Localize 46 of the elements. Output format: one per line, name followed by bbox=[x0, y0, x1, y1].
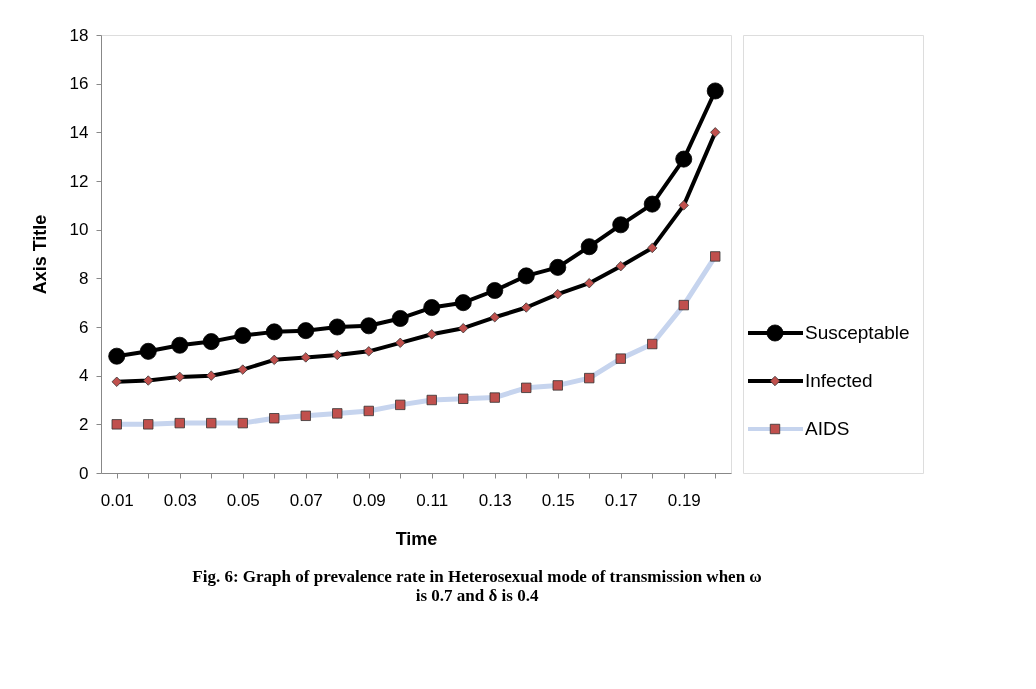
point bbox=[171, 336, 189, 354]
y-tick-label: 14 bbox=[69, 122, 89, 142]
point bbox=[706, 82, 724, 100]
point bbox=[675, 150, 693, 168]
y-tick-label: 12 bbox=[69, 171, 89, 191]
y-tick-label: 16 bbox=[69, 74, 89, 94]
point bbox=[265, 323, 283, 341]
y-tick-label: 4 bbox=[79, 366, 89, 386]
caption: Fig. 6: Graph of prevalence rate in Heterosexual mode of transmission when ω is 0.7 and δ is 0.4 bbox=[192, 566, 762, 605]
y-tick-label: 18 bbox=[69, 25, 89, 45]
x-tick-label: 0.07 bbox=[289, 490, 323, 510]
legend-label: AIDS bbox=[805, 418, 850, 439]
point bbox=[454, 294, 472, 312]
x-tick-label: 0.09 bbox=[352, 490, 386, 510]
point bbox=[328, 318, 346, 336]
x-tick-label: 0.03 bbox=[163, 490, 197, 510]
point bbox=[108, 347, 126, 365]
y-tick-label: 10 bbox=[69, 220, 89, 240]
point bbox=[297, 322, 315, 340]
x-tick-label: 0.05 bbox=[226, 490, 260, 510]
point bbox=[139, 342, 157, 360]
point bbox=[517, 267, 535, 285]
point bbox=[549, 258, 567, 276]
point bbox=[423, 299, 441, 316]
point bbox=[391, 310, 409, 327]
x-tick-label: 0.11 bbox=[416, 490, 449, 510]
point bbox=[643, 195, 661, 213]
x-tick-label: 0.19 bbox=[667, 490, 701, 510]
y-tick-label: 0 bbox=[79, 463, 89, 483]
x-tick-label: 0.17 bbox=[604, 490, 638, 510]
y-tick-label: 2 bbox=[79, 414, 89, 434]
legend-label: Infected bbox=[805, 370, 873, 391]
point bbox=[360, 317, 378, 335]
point bbox=[202, 333, 220, 351]
point bbox=[234, 327, 252, 344]
point bbox=[580, 238, 598, 256]
point bbox=[486, 282, 504, 299]
point bbox=[612, 216, 630, 234]
y-tick-label: 6 bbox=[79, 317, 89, 337]
x-tick-label: 0.15 bbox=[541, 490, 575, 510]
x-tick-label: 0.13 bbox=[478, 490, 512, 510]
legend-label: Susceptable bbox=[805, 322, 910, 343]
x-tick-label: 0.01 bbox=[100, 490, 134, 510]
y-axis-title: Axis Title bbox=[29, 214, 50, 295]
y-tick-label: 8 bbox=[79, 268, 89, 288]
x-axis-title: Time bbox=[395, 528, 438, 549]
